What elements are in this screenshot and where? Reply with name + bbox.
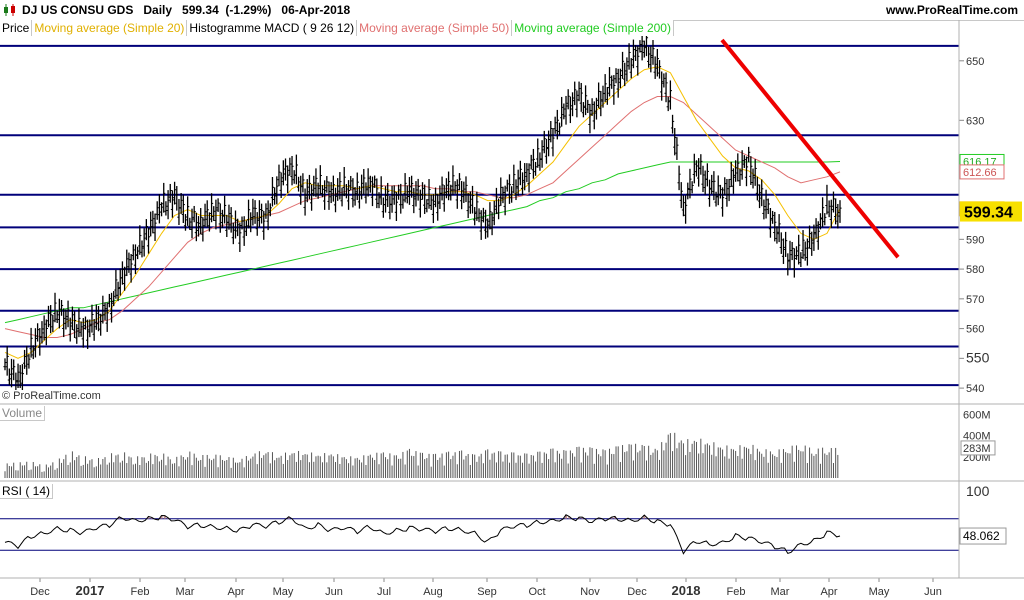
- candlestick-icon: [4, 4, 15, 16]
- copyright-text: © ProRealTime.com: [0, 390, 103, 402]
- volume-last-box: [960, 440, 996, 456]
- price-last-box: [960, 201, 1022, 222]
- legend-ma200[interactable]: Moving average (Simple 200): [512, 20, 674, 36]
- y-tick-label: 550: [966, 349, 990, 365]
- legend-ma50[interactable]: Moving average (Simple 50): [357, 20, 513, 36]
- y-tick-label: 650: [966, 56, 984, 68]
- x-tick-label: Mar: [771, 586, 790, 598]
- ma50-last-label: 612.66: [963, 167, 997, 179]
- x-tick-label: Apr: [227, 586, 244, 598]
- x-tick-label: Jun: [924, 586, 942, 598]
- rsi-line: [4, 514, 841, 555]
- y-tick-label: 630: [966, 115, 984, 127]
- x-tick-label: Mar: [176, 586, 195, 598]
- y-tick-label: 540: [966, 383, 984, 395]
- site-link[interactable]: www.ProRealTime.com: [885, 3, 1018, 17]
- x-tick-label: Feb: [727, 586, 746, 598]
- y-tick-label: 570: [966, 294, 984, 306]
- volume-tick-label: 400M: [963, 431, 991, 443]
- x-tick-label: Feb: [131, 586, 150, 598]
- x-tick-label: Sep: [477, 586, 497, 598]
- x-tick-label: Dec: [30, 586, 50, 598]
- x-tick-label: Nov: [580, 586, 600, 598]
- x-tick-label: 2017: [76, 583, 105, 598]
- legend-ma20[interactable]: Moving average (Simple 20): [32, 20, 188, 36]
- x-tick-label: Aug: [423, 586, 443, 598]
- x-tick-label: Apr: [820, 586, 837, 598]
- chart-header: DJ US CONSU GDS Daily 599.34 (-1.29%) 06…: [0, 0, 1024, 21]
- y-tick-label: 580: [966, 264, 984, 276]
- rsi-tick-label: 100: [966, 483, 990, 499]
- rsi-last-label: 48.062: [963, 529, 1000, 543]
- x-tick-label: May: [869, 586, 890, 598]
- indicator-legend: Price Moving average (Simple 20) Histogram…: [0, 20, 674, 37]
- trendline: [720, 38, 900, 259]
- x-tick-label: Dec: [627, 586, 647, 598]
- x-tick-label: 2018: [672, 583, 701, 598]
- x-tick-label: Oct: [528, 586, 545, 598]
- price-last-label: 599.34: [964, 205, 1013, 222]
- volume-last-label: 283M: [963, 443, 991, 455]
- rsi-pane-label[interactable]: RSI ( 14): [0, 484, 54, 499]
- volume-pane-label[interactable]: Volume: [0, 406, 46, 421]
- chart-title: DJ US CONSU GDS Daily 599.34 (-1.29%) 06…: [22, 3, 351, 17]
- volume-tick-label: 600M: [963, 409, 991, 421]
- y-tick-label: 560: [966, 324, 984, 336]
- x-tick-label: Jun: [325, 586, 343, 598]
- rsi-last-box: [959, 527, 1007, 545]
- legend-macd[interactable]: Histogramme MACD ( 9 26 12): [187, 20, 358, 36]
- ma50-last-label-box: [959, 164, 1005, 180]
- legend-price[interactable]: Price: [0, 20, 33, 36]
- y-tick-label: 590: [966, 234, 984, 246]
- x-tick-label: May: [273, 586, 294, 598]
- x-tick-label: Jul: [377, 586, 391, 598]
